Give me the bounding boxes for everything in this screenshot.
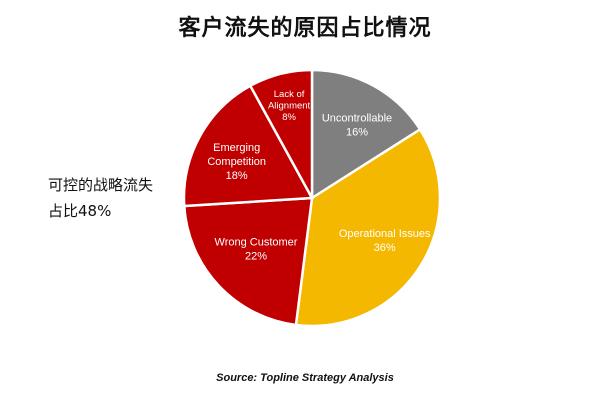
pie-label-value: 16% xyxy=(346,127,368,139)
pie-label-value: 36% xyxy=(374,242,396,254)
source-label: Source: xyxy=(216,372,258,384)
pie-label-name: Emerging xyxy=(213,142,260,154)
pie-label-value: 22% xyxy=(245,251,267,263)
pie-label-operational-issues: Operational Issues 36% xyxy=(339,228,431,254)
pie-label-name: Wrong Customer xyxy=(215,237,298,249)
pie-label-wrong-customer: Wrong Customer 22% xyxy=(215,237,298,263)
pie-label-name: Lack of xyxy=(274,89,305,100)
pie-label-value: 18% xyxy=(226,170,248,182)
pie-label-name: Alignment xyxy=(268,101,311,112)
pie-labels: Uncontrollable 16% Operational Issues 36% Wr… xyxy=(207,89,431,262)
source-text: Topline Strategy Analysis xyxy=(260,372,394,384)
pie-label-emerging-competition: Emerging Competition 18% xyxy=(207,142,266,182)
source-note: Source: Topline Strategy Analysis xyxy=(0,372,610,384)
pie-slice-lack-of-alignment xyxy=(248,68,314,199)
pie-slice-emerging-competition xyxy=(182,84,315,208)
controllable-loss-note-line1: 可控的战略流失 xyxy=(48,176,154,194)
chart-title: 客户流失的原因占比情况 xyxy=(178,16,432,41)
pie-label-value: 8% xyxy=(282,112,296,123)
pie-slice-uncontrollable xyxy=(310,68,422,201)
pie-slice-operational-issues xyxy=(294,127,442,328)
pie-label-lack-of-alignment: Lack of Alignment 8% xyxy=(268,89,311,123)
pie-slice-wrong-customer xyxy=(182,196,314,327)
pie-label-uncontrollable: Uncontrollable 16% xyxy=(322,113,392,139)
pie-label-name: Competition xyxy=(207,156,266,168)
pie-label-name: Operational Issues xyxy=(339,228,431,240)
controllable-loss-note-line2: 占比48% xyxy=(48,202,112,220)
pie-slices xyxy=(182,68,442,328)
pie-label-name: Uncontrollable xyxy=(322,113,392,125)
controllable-loss-note: 可控的战略流失 占比48% xyxy=(48,172,153,224)
